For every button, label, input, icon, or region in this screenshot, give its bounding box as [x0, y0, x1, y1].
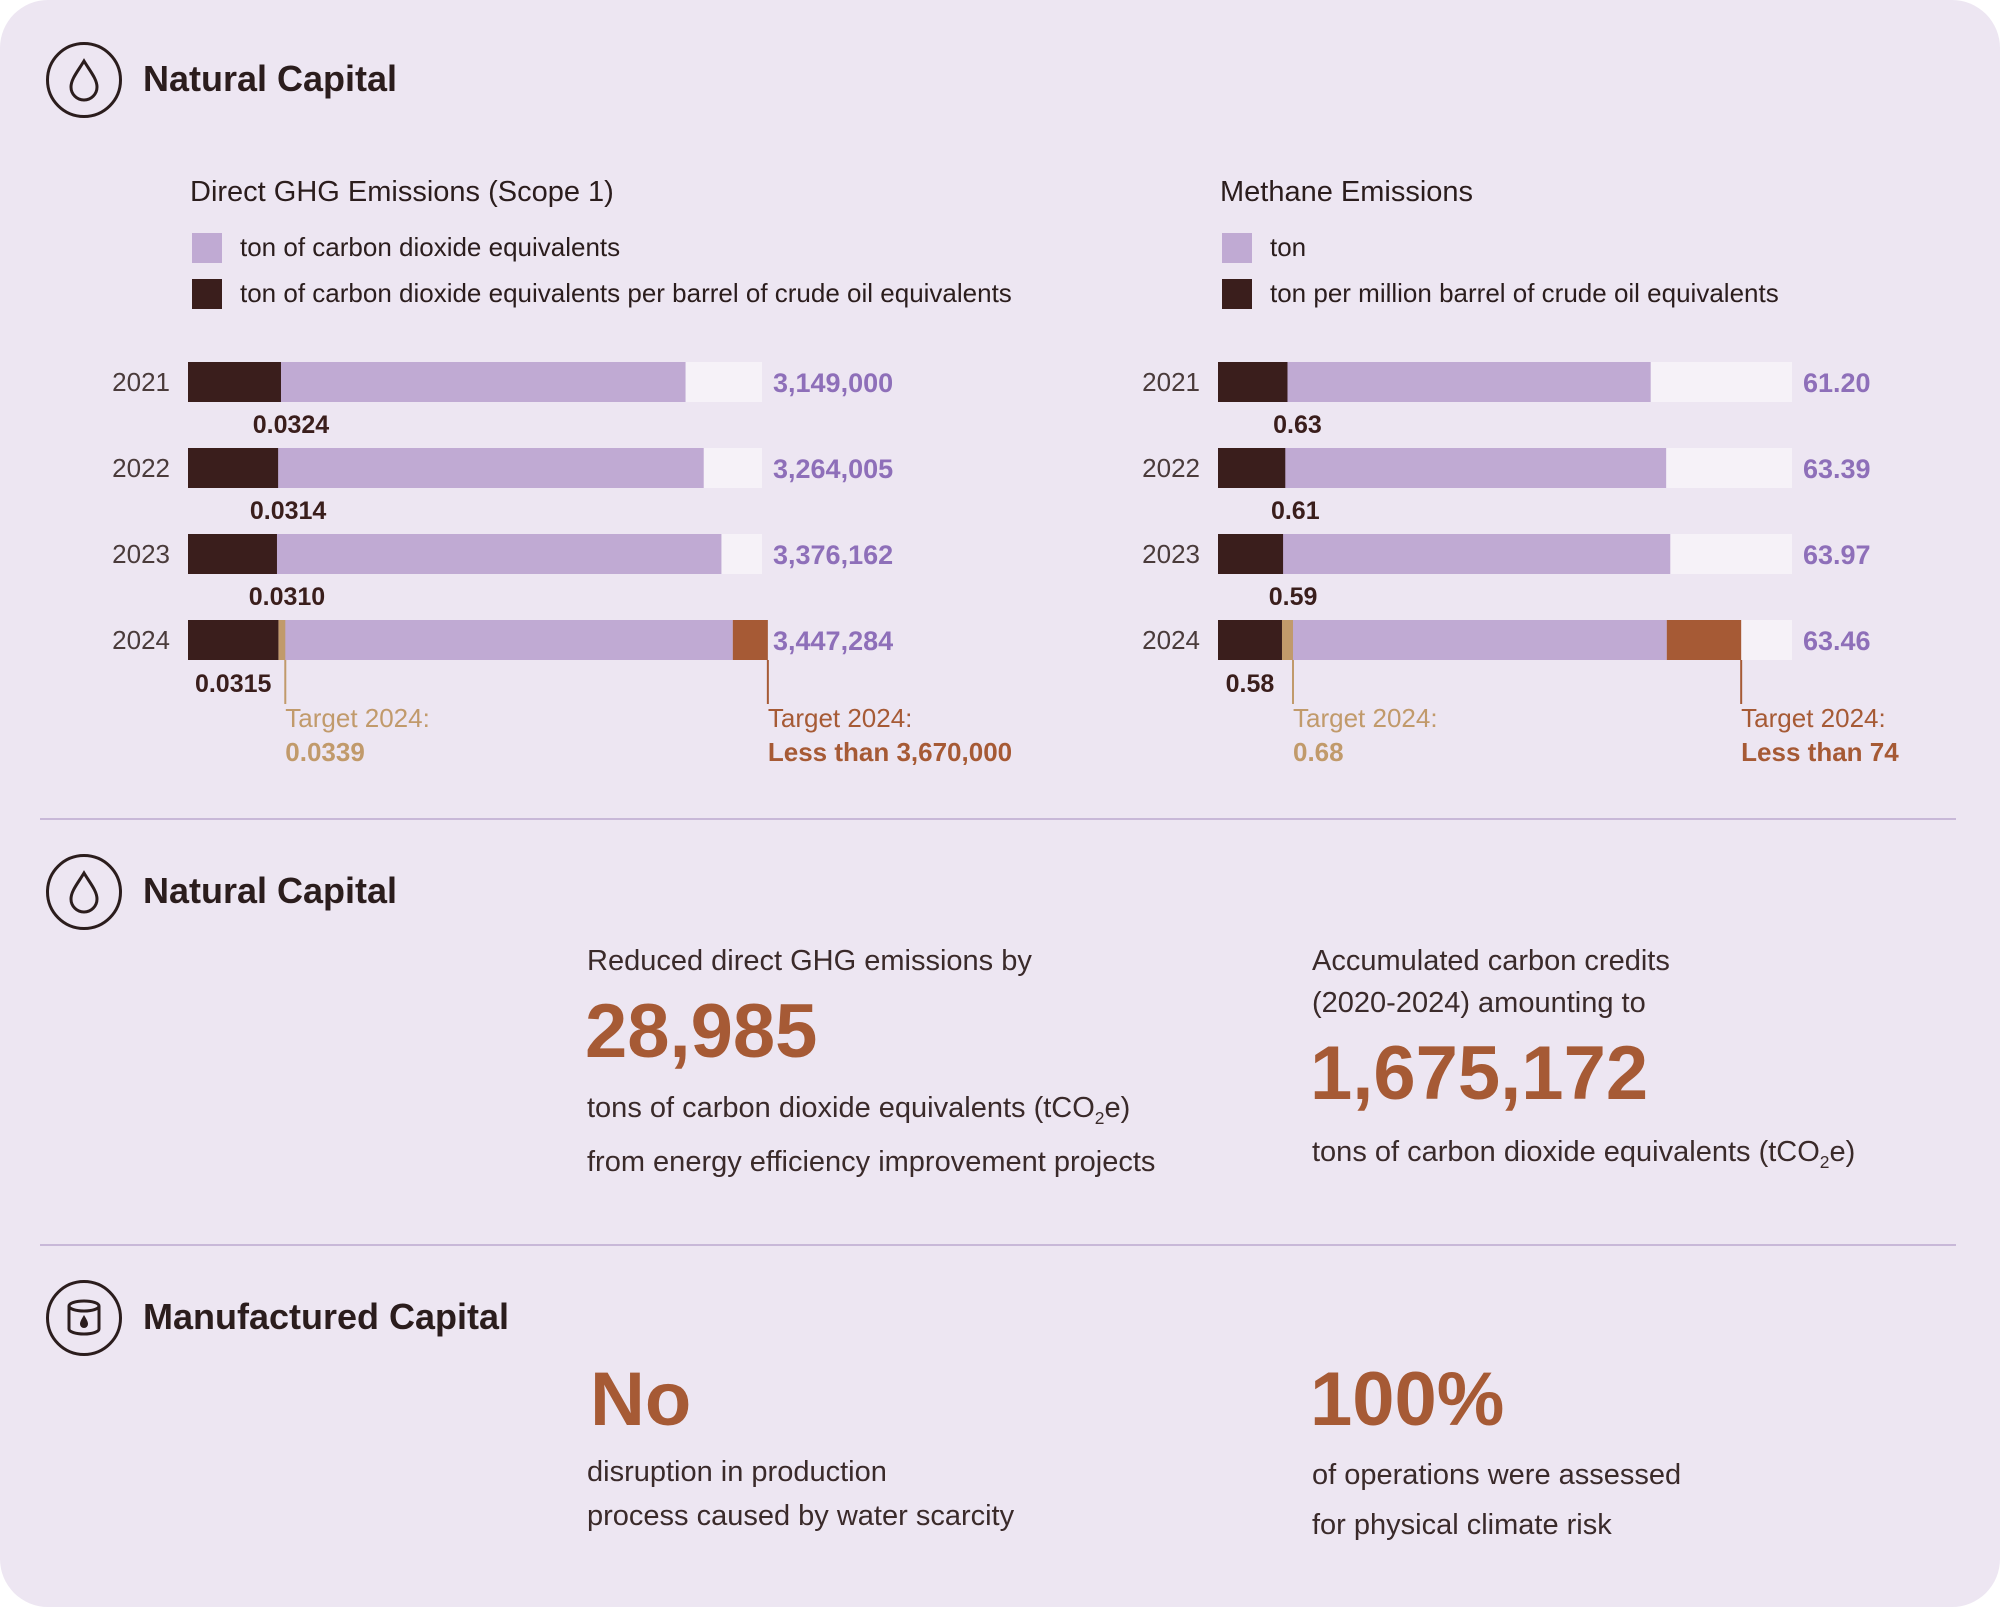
legend-label: ton: [1270, 232, 1307, 262]
legend-label: ton per million barrel of crude oil equi…: [1270, 278, 1779, 308]
legend-swatch: [1222, 278, 1252, 309]
ghg-reduction-description: tons of carbon dioxide equivalents (tCO2…: [587, 1086, 1155, 1184]
section-title-natural-capital: Natural Capital: [143, 58, 398, 99]
data-label-intensity: 0.59: [1269, 583, 1318, 611]
data-label-main: 63.39: [1803, 454, 1871, 484]
section-title-manufactured-capital: Manufactured Capital: [143, 1296, 510, 1337]
bar-intensity-2023: [188, 534, 277, 574]
water-disruption-value: No: [590, 1357, 692, 1442]
oil-barrel-icon: [46, 1280, 122, 1356]
target-label-intensity: Target 2024:: [1293, 703, 1438, 733]
year-tick-label: 2022: [112, 453, 170, 483]
bar-intensity-2024: [1218, 620, 1282, 660]
legend-item-methane-intensity: ton per million barrel of crude oil equi…: [1222, 278, 1779, 309]
chart-title-ghg: Direct GHG Emissions (Scope 1): [190, 176, 614, 208]
section-divider: [40, 1244, 1956, 1246]
legend-item-methane-tons: ton: [1222, 232, 1306, 263]
year-tick-label: 2024: [112, 625, 170, 655]
target-gap-bar-intensity: [1281, 620, 1294, 660]
year-tick-label: 2021: [1142, 367, 1200, 397]
bar-intensity-2021: [1218, 362, 1288, 402]
data-label-intensity: 0.0315: [195, 670, 272, 698]
target-label-intensity: Target 2024:: [285, 703, 430, 733]
bar-intensity-2021: [188, 362, 281, 402]
legend-item-ghg-tons: ton of carbon dioxide equivalents: [192, 232, 620, 263]
target-label-main: Target 2024:: [768, 703, 913, 733]
data-label-main: 3,447,284: [773, 626, 893, 656]
climate-risk-value: 100%: [1310, 1357, 1505, 1442]
legend-swatch: [192, 278, 222, 309]
carbon-credits-intro: Accumulated carbon credits (2020-2024) a…: [1312, 945, 1670, 1019]
carbon-credits-description: tons of carbon dioxide equivalents (tCO2…: [1312, 1136, 1856, 1172]
bar-main-2022: [1218, 448, 1667, 488]
target-value-intensity: 0.0339: [285, 737, 365, 767]
bar-intensity-2023: [1218, 534, 1284, 574]
year-tick-label: 2022: [1142, 453, 1200, 483]
bar-intensity-2022: [188, 448, 279, 488]
target-value-main: Less than 74: [1741, 737, 1899, 767]
target-label-main: Target 2024:: [1741, 703, 1886, 733]
data-label-main: 3,149,000: [773, 368, 893, 398]
year-tick-label: 2021: [112, 367, 170, 397]
target-value-main: Less than 3,670,000: [768, 737, 1012, 767]
water-disruption-description: disruption in production process caused …: [587, 1456, 1015, 1532]
data-label-intensity: 0.0324: [253, 411, 330, 439]
chart-title-methane: Methane Emissions: [1220, 176, 1474, 208]
ghg-reduction-intro: Reduced direct GHG emissions by: [587, 945, 1032, 977]
data-label-intensity: 0.63: [1273, 411, 1322, 439]
legend-label: ton of carbon dioxide equivalents: [240, 232, 621, 262]
bar-intensity-2022: [1218, 448, 1286, 488]
legend-swatch: [1222, 232, 1252, 263]
year-tick-label: 2023: [112, 539, 170, 569]
target-gap-bar-main: [1666, 620, 1742, 660]
data-label-main: 3,376,162: [773, 540, 893, 570]
bar-main-2023: [1218, 534, 1671, 574]
legend-swatch: [192, 232, 222, 263]
target-value-intensity: 0.68: [1293, 737, 1344, 767]
year-tick-label: 2024: [1142, 625, 1200, 655]
target-gap-bar-main: [732, 620, 768, 660]
section-title-natural-capital: Natural Capital: [143, 870, 398, 911]
climate-risk-description: of operations were assessed for physical…: [1312, 1459, 1682, 1541]
legend-item-ghg-intensity: ton of carbon dioxide equivalents per ba…: [192, 278, 1012, 309]
section-divider: [40, 818, 1956, 820]
year-tick-label: 2023: [1142, 539, 1200, 569]
data-label-main: 63.46: [1803, 626, 1871, 656]
water-drop-icon: [46, 854, 122, 930]
data-label-intensity: 0.58: [1226, 670, 1275, 698]
data-label-main: 3,264,005: [773, 454, 893, 484]
bar-intensity-2024: [188, 620, 279, 660]
water-drop-icon: [46, 42, 122, 118]
data-label-main: 61.20: [1803, 368, 1871, 398]
ghg-reduction-value: 28,985: [585, 989, 818, 1074]
data-label-intensity: 0.0314: [250, 497, 327, 525]
data-label-intensity: 0.0310: [249, 583, 325, 611]
charts-canvas: 2021 0.0324 3,149,000 2022 0.0314 3,264,005 20…: [112, 362, 1899, 767]
ghg-reduction-desc-line1: tons of carbon dioxide equivalents (tCO2…: [587, 1092, 1131, 1128]
legend-label: ton of carbon dioxide equivalents per ba…: [240, 278, 1012, 308]
data-label-main: 63.97: [1803, 540, 1871, 570]
ghg-reduction-desc-line2: from energy efficiency improvement proje…: [587, 1145, 1156, 1178]
carbon-credits-value: 1,675,172: [1310, 1031, 1649, 1116]
bar-main-2021: [1218, 362, 1651, 402]
data-label-intensity: 0.61: [1271, 497, 1320, 525]
target-gap-bar-intensity: [278, 620, 286, 660]
